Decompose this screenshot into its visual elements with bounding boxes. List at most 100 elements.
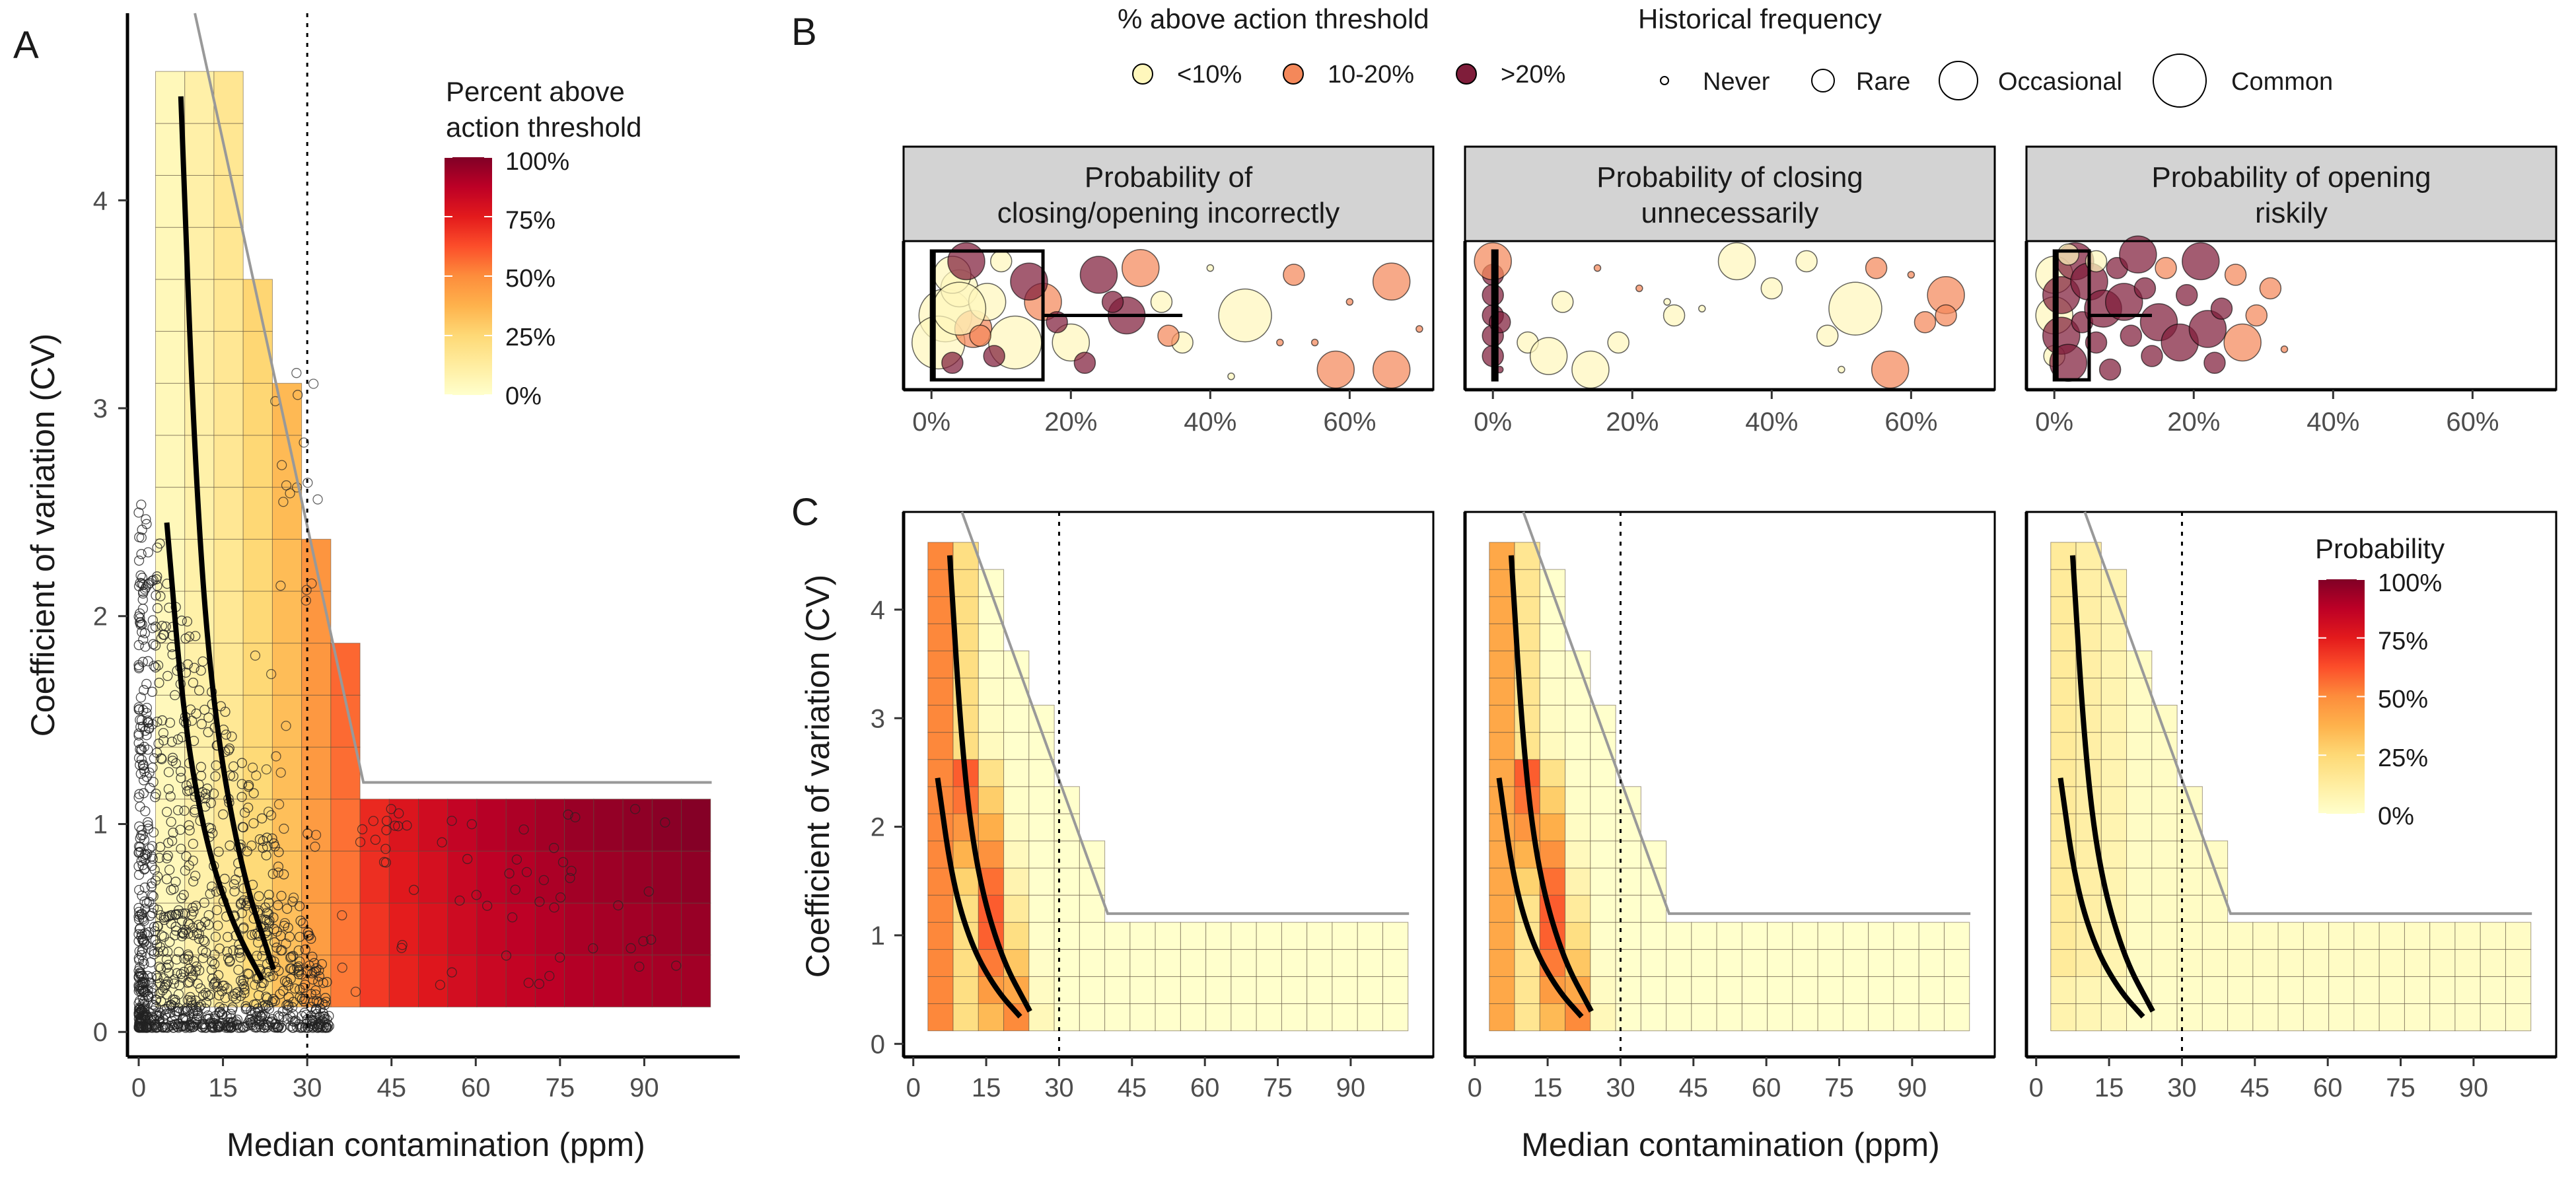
heat-cell	[301, 799, 332, 851]
heat-cell	[359, 955, 390, 1007]
probability-cell	[1489, 1003, 1515, 1032]
probability-cell	[2100, 1003, 2128, 1032]
observation-point	[142, 929, 153, 941]
panel-c-legend-tick-marks	[2318, 579, 2365, 814]
observation-point	[161, 1009, 172, 1019]
probability-cell	[1565, 705, 1591, 733]
observation-point	[135, 577, 145, 589]
probability-cell	[1943, 1003, 1970, 1032]
heat-cell	[155, 487, 186, 540]
legend-size-label-occasional: Occasional	[1998, 68, 2122, 96]
x-tick-label: 20%	[1044, 408, 1097, 437]
probability-cell	[927, 677, 954, 706]
observation-point	[180, 865, 191, 876]
probability-cell	[1382, 949, 1409, 977]
probability-cell	[1489, 921, 1515, 950]
probability-cell	[1615, 867, 1641, 896]
probability-cell	[1281, 921, 1308, 950]
facet-1-title-line-2: closing/opening incorrectly	[997, 197, 1340, 229]
probability-cell	[2379, 921, 2405, 950]
heat-cell	[476, 850, 507, 904]
probability-cell	[1357, 976, 1383, 1004]
observation-point	[160, 1010, 170, 1021]
heat-cell	[593, 850, 624, 904]
observation-point	[232, 987, 243, 997]
y-tick-label: 2	[871, 813, 885, 842]
observation-point	[279, 918, 290, 929]
frequency-bubble	[1607, 331, 1629, 354]
observation-point	[242, 846, 252, 857]
probability-cell	[2328, 976, 2355, 1004]
probability-cell	[2303, 1003, 2330, 1032]
observation-point	[643, 886, 654, 897]
observation-point	[153, 947, 163, 957]
heat-cell	[447, 850, 478, 904]
probability-cell	[1514, 705, 1540, 733]
observation-point	[157, 1021, 168, 1032]
frequency-bubble	[1316, 350, 1355, 389]
probability-cell	[1489, 867, 1515, 896]
observation-point	[268, 838, 279, 849]
observation-point	[164, 937, 175, 947]
observation-point	[308, 378, 319, 389]
x-tick-label: 75	[1824, 1073, 1854, 1102]
legend-item-mid: 10-20%	[1328, 61, 1414, 89]
observation-point	[197, 945, 208, 956]
probability-cell	[1590, 949, 1616, 977]
observation-point	[277, 1006, 288, 1017]
probability-cell	[2151, 813, 2178, 842]
observation-point	[276, 1023, 287, 1033]
heat-cell	[330, 955, 361, 1007]
observation-point	[295, 916, 306, 926]
probability-cell	[1817, 921, 1843, 950]
observation-point	[143, 927, 155, 938]
observation-point	[167, 756, 178, 766]
observation-point	[172, 734, 184, 745]
observation-point	[223, 745, 234, 756]
probability-cell	[1666, 976, 1692, 1004]
probability-cell	[1716, 921, 1742, 950]
observation-point	[139, 685, 149, 696]
probability-cell	[1489, 705, 1515, 733]
observation-point	[288, 951, 299, 961]
heat-cell	[681, 850, 711, 904]
probability-cell	[1281, 976, 1308, 1004]
observation-point	[236, 758, 248, 768]
frequency-bubble	[983, 345, 1005, 367]
observation-point	[182, 616, 193, 627]
observation-point	[157, 754, 167, 764]
heat-cell	[681, 902, 711, 956]
probability-cell	[927, 976, 954, 1004]
observation-point	[139, 896, 150, 907]
heat-cell	[593, 799, 624, 851]
observation-point	[396, 943, 407, 953]
observation-point	[634, 961, 645, 972]
probability-cell	[1640, 894, 1667, 923]
observation-point	[294, 901, 305, 912]
heat-cell	[476, 902, 507, 956]
probability-cell	[1666, 1003, 1692, 1032]
observation-point	[159, 982, 170, 993]
heat-cell	[301, 694, 332, 748]
observation-point	[188, 677, 199, 688]
x-tick-label: 45	[1679, 1073, 1709, 1102]
frequency-bubble	[2085, 250, 2108, 273]
probability-cell	[952, 705, 979, 733]
probability-cell	[1028, 867, 1055, 896]
probability-cell	[2176, 894, 2203, 923]
probability-cell	[2075, 705, 2102, 733]
observation-point	[168, 994, 178, 1005]
probability-cell	[1918, 949, 1945, 977]
heat-cell	[213, 435, 244, 488]
observation-point	[154, 961, 164, 972]
panel-label-c: C	[791, 491, 819, 534]
observation-point	[159, 912, 169, 923]
observation-point	[191, 961, 202, 972]
observation-point	[316, 958, 327, 970]
observation-point	[209, 979, 219, 990]
observation-point	[143, 547, 153, 558]
frequency-bubble	[1865, 257, 1888, 279]
observation-point	[163, 784, 174, 795]
probability-cell	[2404, 949, 2431, 977]
observation-point	[238, 974, 249, 986]
